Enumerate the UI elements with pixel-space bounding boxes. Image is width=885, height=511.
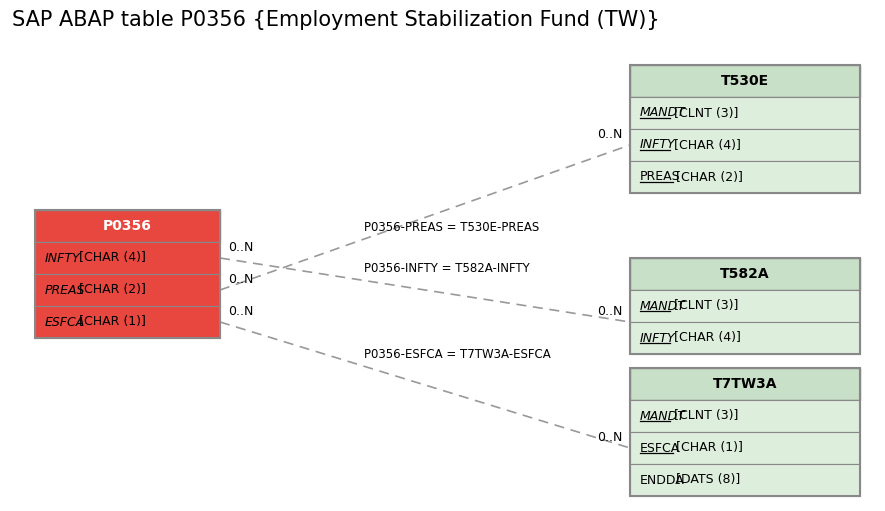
Text: [CHAR (4)]: [CHAR (4)] — [670, 138, 741, 151]
Text: [CHAR (2)]: [CHAR (2)] — [673, 171, 743, 183]
Text: ENDDA: ENDDA — [640, 474, 685, 486]
Bar — [630, 65, 860, 97]
Text: INFTY: INFTY — [45, 251, 81, 265]
Text: [CLNT (3)]: [CLNT (3)] — [670, 409, 738, 423]
Bar — [35, 306, 220, 338]
Text: 0..N: 0..N — [228, 273, 253, 286]
Bar — [35, 274, 220, 306]
Text: MANDT: MANDT — [640, 106, 686, 120]
Text: P0356-PREAS = T530E-PREAS: P0356-PREAS = T530E-PREAS — [364, 221, 539, 234]
Text: [CLNT (3)]: [CLNT (3)] — [670, 299, 738, 313]
Text: 0..N: 0..N — [596, 305, 622, 318]
Bar — [630, 400, 860, 432]
Text: SAP ABAP table P0356 {Employment Stabilization Fund (TW)}: SAP ABAP table P0356 {Employment Stabili… — [12, 10, 659, 30]
Text: 0..N: 0..N — [596, 431, 622, 444]
Bar — [630, 129, 860, 161]
Text: [CHAR (1)]: [CHAR (1)] — [673, 442, 743, 454]
Text: 0..N: 0..N — [228, 241, 253, 254]
Text: [CHAR (4)]: [CHAR (4)] — [670, 332, 741, 344]
Text: INFTY: INFTY — [640, 332, 675, 344]
Text: PREAS: PREAS — [45, 284, 85, 296]
Text: T530E: T530E — [721, 74, 769, 88]
Text: 0..N: 0..N — [228, 305, 253, 318]
Bar — [35, 210, 220, 338]
Bar — [35, 210, 220, 242]
Text: INFTY: INFTY — [640, 138, 675, 151]
Text: [CHAR (1)]: [CHAR (1)] — [75, 315, 146, 329]
Bar — [630, 258, 860, 290]
Text: MANDT: MANDT — [640, 409, 686, 423]
Bar — [35, 242, 220, 274]
Text: [DATS (8)]: [DATS (8)] — [673, 474, 741, 486]
Bar — [630, 432, 860, 464]
Text: ESFCA: ESFCA — [640, 442, 681, 454]
Text: PREAS: PREAS — [640, 171, 681, 183]
Text: T7TW3A: T7TW3A — [712, 377, 777, 391]
Bar — [630, 290, 860, 322]
Text: T582A: T582A — [720, 267, 770, 281]
Text: P0356-INFTY = T582A-INFTY: P0356-INFTY = T582A-INFTY — [364, 263, 529, 275]
Text: P0356: P0356 — [103, 219, 152, 233]
Text: [CHAR (4)]: [CHAR (4)] — [75, 251, 146, 265]
Text: ESFCA: ESFCA — [45, 315, 85, 329]
Bar — [630, 258, 860, 354]
Text: [CLNT (3)]: [CLNT (3)] — [670, 106, 738, 120]
Bar — [630, 97, 860, 129]
Bar — [630, 322, 860, 354]
Text: [CHAR (2)]: [CHAR (2)] — [75, 284, 146, 296]
Bar — [630, 368, 860, 400]
Bar — [630, 464, 860, 496]
Text: MANDT: MANDT — [640, 299, 686, 313]
Text: P0356-ESFCA = T7TW3A-ESFCA: P0356-ESFCA = T7TW3A-ESFCA — [364, 348, 550, 361]
Bar — [630, 161, 860, 193]
Text: 0..N: 0..N — [596, 128, 622, 141]
Bar — [630, 368, 860, 496]
Bar — [630, 65, 860, 193]
